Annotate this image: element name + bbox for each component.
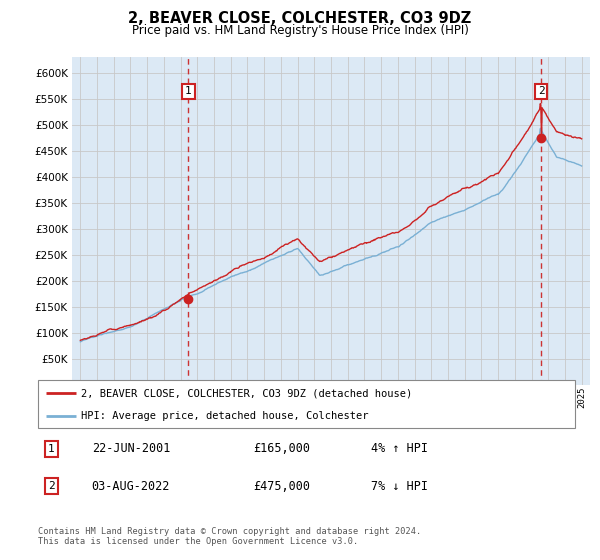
- Text: 1: 1: [48, 444, 55, 454]
- Text: £475,000: £475,000: [253, 479, 310, 492]
- Text: 2, BEAVER CLOSE, COLCHESTER, CO3 9DZ (detached house): 2, BEAVER CLOSE, COLCHESTER, CO3 9DZ (de…: [81, 389, 412, 399]
- Text: 4% ↑ HPI: 4% ↑ HPI: [371, 442, 428, 455]
- FancyBboxPatch shape: [38, 380, 575, 428]
- Text: 2: 2: [48, 481, 55, 491]
- Text: 2, BEAVER CLOSE, COLCHESTER, CO3 9DZ: 2, BEAVER CLOSE, COLCHESTER, CO3 9DZ: [128, 11, 472, 26]
- Text: HPI: Average price, detached house, Colchester: HPI: Average price, detached house, Colc…: [81, 411, 368, 421]
- Text: 1: 1: [185, 86, 192, 96]
- Text: 22-JUN-2001: 22-JUN-2001: [92, 442, 170, 455]
- Text: £165,000: £165,000: [253, 442, 310, 455]
- Text: 2: 2: [538, 86, 545, 96]
- Text: 7% ↓ HPI: 7% ↓ HPI: [371, 479, 428, 492]
- Text: Contains HM Land Registry data © Crown copyright and database right 2024.
This d: Contains HM Land Registry data © Crown c…: [38, 526, 421, 546]
- Text: 03-AUG-2022: 03-AUG-2022: [92, 479, 170, 492]
- Text: Price paid vs. HM Land Registry's House Price Index (HPI): Price paid vs. HM Land Registry's House …: [131, 24, 469, 37]
